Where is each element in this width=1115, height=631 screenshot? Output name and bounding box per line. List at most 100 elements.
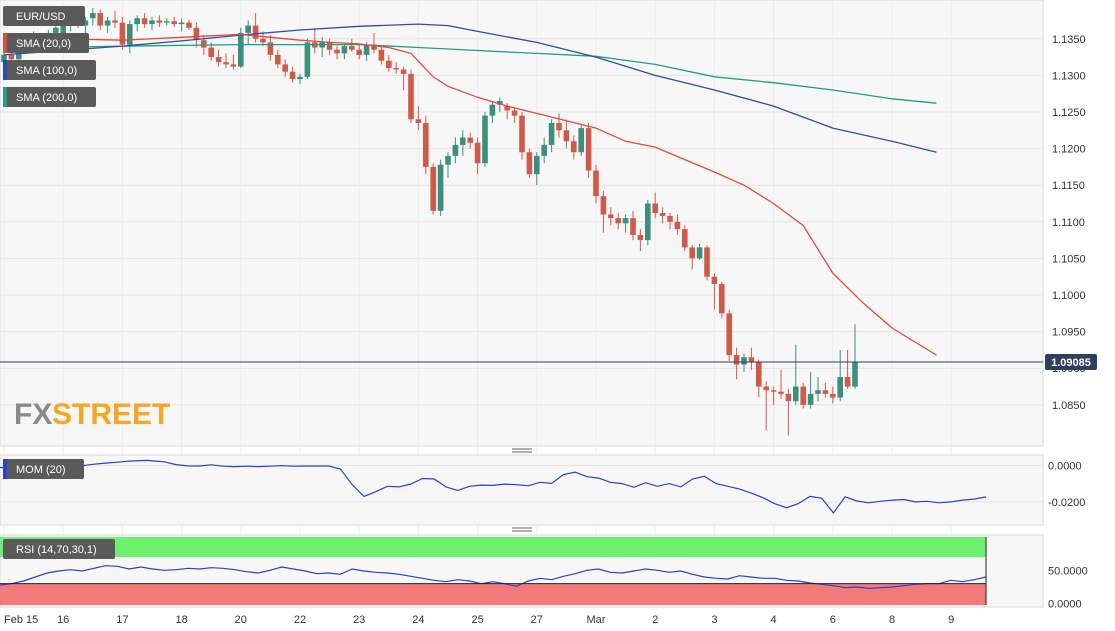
candle-body <box>252 25 259 39</box>
rsi-oversold-band <box>0 583 986 605</box>
candle-body <box>289 71 296 80</box>
candle-body <box>519 115 525 153</box>
time-tick-label: 6 <box>830 614 836 626</box>
candle-body <box>334 49 340 54</box>
legend-symbol[interactable]: EUR/USD <box>3 6 85 26</box>
candle-body <box>726 313 732 356</box>
candle-body <box>82 20 89 26</box>
candle-body <box>652 203 658 214</box>
candle-body <box>822 390 829 394</box>
legend-sma20[interactable]: SMA (20,0) <box>3 33 89 53</box>
candle-body <box>844 377 851 387</box>
candle-body <box>97 13 103 26</box>
candle-body <box>785 393 792 402</box>
candle-body <box>689 247 695 259</box>
candle-body <box>193 27 200 41</box>
candle-body <box>127 24 133 45</box>
candle-body <box>341 46 348 54</box>
candle-body <box>608 214 614 219</box>
candle-body <box>770 390 777 392</box>
candle-body <box>408 73 414 120</box>
candle-body <box>489 104 496 116</box>
candle-body <box>230 64 237 67</box>
legend-rsi[interactable]: RSI (14,70,30,1) <box>3 539 115 559</box>
time-tick-label: 27 <box>531 614 543 626</box>
candle-body <box>563 130 570 142</box>
watermark-street: STREET <box>52 398 170 431</box>
candle-body <box>208 47 214 58</box>
candle-body <box>238 32 244 67</box>
time-tick-label: 4 <box>771 614 777 626</box>
current-price-badge: 1.09085 <box>1045 354 1097 371</box>
candle-body <box>467 137 473 143</box>
legend-momentum-label: MOM (20) <box>16 464 66 476</box>
candle-body <box>415 119 422 123</box>
price-tick-label: 1.1200 <box>1052 144 1086 156</box>
candle-body <box>178 22 185 25</box>
candle-body <box>275 54 281 65</box>
price-tick-label: 1.1000 <box>1052 290 1086 302</box>
candle-body <box>349 46 355 50</box>
candle-body <box>645 203 651 241</box>
legend-momentum[interactable]: MOM (20) <box>3 459 84 479</box>
legend-rsi-label: RSI (14,70,30,1) <box>16 544 97 556</box>
candle-body <box>297 76 303 80</box>
candle-body <box>474 142 481 164</box>
legend-sma200[interactable]: SMA (200,0) <box>3 87 96 107</box>
sma-20-line <box>3 33 937 356</box>
candle-body <box>497 100 503 105</box>
candle-body <box>667 215 673 222</box>
price-tick-label: 1.1100 <box>1052 217 1085 229</box>
rsi-overbought-band <box>0 537 986 557</box>
candle-body <box>53 27 59 33</box>
time-tick-label: 24 <box>412 614 424 626</box>
candle-body <box>504 106 510 111</box>
candle-body <box>807 393 814 405</box>
candle-body <box>534 155 540 175</box>
candle-body <box>104 20 111 26</box>
time-tick-label: Feb 15 <box>4 614 38 626</box>
candle-body <box>793 386 799 402</box>
sma-100-line <box>3 23 937 153</box>
candle-body <box>149 20 155 25</box>
candle-body <box>400 69 407 74</box>
price-tick-label: 1.1300 <box>1052 70 1086 82</box>
rsi-line <box>0 565 987 589</box>
candle-body <box>223 62 229 65</box>
legend-sma100[interactable]: SMA (100,0) <box>3 60 96 80</box>
candle-body <box>437 164 444 211</box>
time-axis: Feb 15 16 17 18 20 22 23 24 25 27 Mar 2 3 4 6 8 9 <box>4 614 954 626</box>
candle-body <box>711 276 718 285</box>
time-tick-label: 17 <box>116 614 128 626</box>
time-tick-label: 25 <box>471 614 483 626</box>
rsi-tick-label: 50.0000 <box>1048 565 1088 577</box>
candle-body <box>622 218 629 224</box>
rsi-axis: 50.0000 0.0000 <box>0 537 1088 611</box>
candle-body <box>600 196 607 215</box>
candle-body <box>719 284 725 314</box>
price-tick-label: 1.0850 <box>1052 400 1086 412</box>
pane-resize-handle[interactable] <box>512 527 532 532</box>
time-tick-label: 18 <box>175 614 187 626</box>
momentum-axis: 0.0000 -0.0200 <box>1048 460 1085 509</box>
pane-resize-handle[interactable] <box>512 448 532 453</box>
time-tick-label: 16 <box>57 614 69 626</box>
candle-body <box>215 57 222 63</box>
price-tick-label: 1.1250 <box>1052 107 1086 119</box>
candle-body <box>482 115 488 164</box>
candle-body <box>267 42 274 55</box>
candle-body <box>386 60 392 69</box>
rsi-tick-label: 0.0000 <box>1048 599 1082 611</box>
watermark-fx: FX <box>14 398 52 431</box>
price-tick-label: 1.1050 <box>1052 253 1086 265</box>
candle-body <box>511 110 518 116</box>
candle-body <box>541 144 547 156</box>
momentum-pane <box>0 454 1044 526</box>
time-tick-label: 9 <box>948 614 954 626</box>
candle-body <box>659 213 666 216</box>
candle-body <box>8 54 15 60</box>
time-tick-label: 22 <box>294 614 306 626</box>
candle-body <box>260 38 266 43</box>
time-tick-label: 23 <box>353 614 365 626</box>
